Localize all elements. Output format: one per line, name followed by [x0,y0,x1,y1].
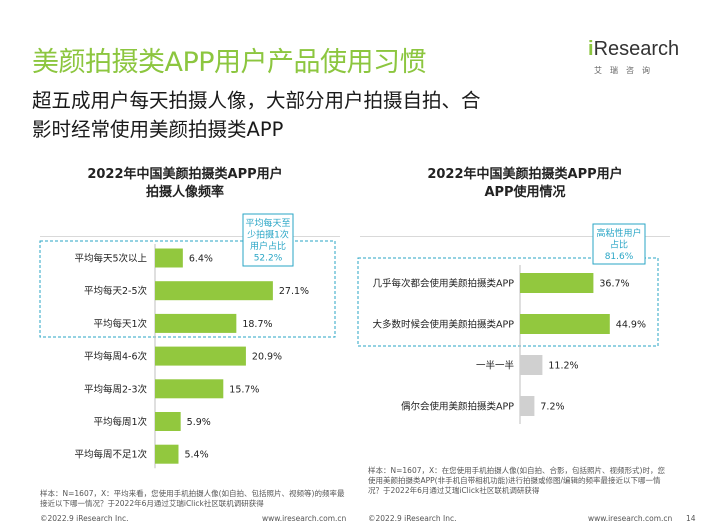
page-number: 14 [686,514,696,523]
left-value-label: 15.7% [229,384,259,395]
left-value-label: 20.9% [252,352,282,363]
left-bar [155,444,179,464]
left-bar [155,379,224,399]
logo-cn: 艾瑞咨询 [594,66,658,75]
right-chart-title: 2022年中国美颜拍摄类APP用户 APP使用情况 [395,166,655,202]
left-category-label: 平均每天1次 [93,318,147,330]
right-chart-divider [360,236,670,237]
page-subtitle: 超五成用户每天拍摄人像，大部分用户拍摄自拍、合影时经常使用美颜拍摄类APP [32,89,481,141]
left-callout-text: 少拍摄1次 [247,229,289,241]
left-category-label: 平均每周4-6次 [84,351,148,363]
logo-wordmark: iResearch [588,38,679,61]
left-chart-note: 样本：N=1607，X：平均来看，您使用手机拍摄人像(如自拍、包括照片、视频等)… [40,489,345,508]
right-value-label: 36.7% [599,279,629,290]
right-value-label: 7.2% [540,402,564,413]
right-chart-note: 样本：N=1607，X：在您使用手机拍摄人像(如自拍、合影，包括照片、视频形式)… [368,466,665,495]
footer-left-copyright: ©2022.9 iResearch Inc. [40,514,129,523]
logo-prefix: i [588,38,594,60]
left-bar [155,281,273,301]
page-title: 美颜拍摄类APP用户产品使用习惯 [32,47,427,78]
left-bar [155,346,246,366]
right-highlight-box [357,257,659,347]
right-bar [520,355,543,375]
right-value-label: 44.9% [616,320,646,331]
left-chart-title-line2: 拍摄人像频率 [145,185,224,200]
left-category-label: 平均每周1次 [93,416,147,428]
left-value-label: 6.4% [189,254,213,265]
left-callout-box [242,213,294,267]
right-bar [520,273,594,293]
left-category-label: 平均每天5次以上 [74,253,147,265]
right-callout-text: 高粘性用户 [596,227,641,239]
left-chart-title: 2022年中国美颜拍摄类APP用户 拍摄人像频率 [55,166,315,202]
left-value-label: 18.7% [242,319,272,330]
right-value-label: 11.2% [548,361,578,372]
footer-right-url: www.iresearch.com.cn [588,514,673,523]
left-category-label: 平均每天2-5次 [84,285,148,297]
left-chart-divider [40,236,340,237]
right-chart-title-line1: 2022年中国美颜拍摄类APP用户 [427,167,623,182]
left-callout-text: 52.2% [254,254,283,264]
footer-right-copyright: ©2022.9 iResearch Inc. [368,514,457,523]
left-value-label: 27.1% [279,286,309,297]
right-callout-text: 81.6% [605,252,634,262]
right-chart-title-line2: APP使用情况 [484,185,566,200]
left-highlight-box [39,240,336,338]
left-value-label: 5.9% [187,417,211,428]
left-category-label: 平均每周不足1次 [74,449,147,461]
left-category-label: 平均每周2-3次 [84,383,148,395]
left-bar [155,412,181,431]
right-category-label: 一半一半 [476,360,514,372]
logo-name: Research [593,38,680,60]
right-callout-box [592,223,646,265]
left-bar [155,313,237,333]
iresearch-logo: iResearch 艾瑞咨询 [588,38,679,83]
right-category-label: 大多数时候会使用美颜拍摄类APP [373,319,515,331]
left-callout-text: 平均每天至 [245,217,290,229]
left-chart-title-line1: 2022年中国美颜拍摄类APP用户 [87,167,283,182]
right-bar [520,314,610,334]
right-category-label: 几乎每次都会使用美颜拍摄类APP [373,278,515,290]
left-bar [155,248,183,268]
right-callout-text: 占比 [610,239,628,251]
left-value-label: 5.4% [184,450,208,461]
right-category-label: 偶尔会使用美颜拍摄类APP [401,401,514,413]
right-bar [520,396,535,416]
left-callout-text: 用户占比 [250,240,286,252]
footer-left-url: www.iresearch.com.cn [262,514,347,523]
